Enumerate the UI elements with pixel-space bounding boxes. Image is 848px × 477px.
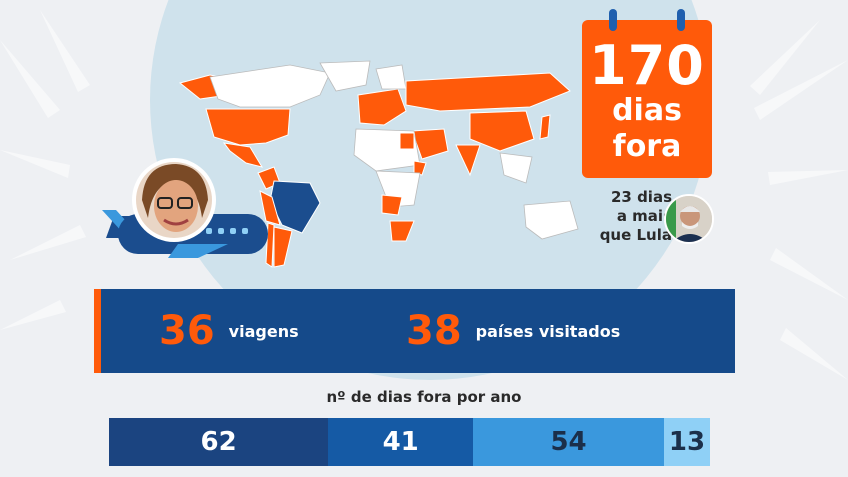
map-australia bbox=[523, 200, 579, 240]
map-japan bbox=[539, 114, 551, 140]
comparison-line-3: que Lula bbox=[599, 225, 672, 244]
comparison-note: 23 dias a mais que Lula bbox=[594, 188, 672, 244]
map-russia bbox=[405, 72, 571, 112]
map-greenland bbox=[319, 60, 371, 92]
yearly-days-bar: 62 41 54 13 bbox=[109, 418, 710, 466]
map-europe bbox=[357, 88, 407, 126]
map-south-africa bbox=[389, 220, 415, 242]
comparison-line-1: 23 dias bbox=[610, 188, 672, 206]
map-se-asia bbox=[499, 152, 533, 184]
calendar-ring-icon bbox=[677, 9, 685, 31]
countries-label: países visitados bbox=[475, 321, 621, 341]
year-segment: 41 bbox=[328, 418, 474, 466]
map-india bbox=[455, 144, 481, 177]
map-egypt bbox=[399, 132, 415, 150]
map-angola bbox=[381, 194, 403, 216]
days-away-calendar: 170 dias fora bbox=[582, 9, 712, 178]
year-segment: 54 bbox=[473, 418, 665, 466]
trips-stat: 36 viagens bbox=[159, 289, 299, 373]
trips-label: viagens bbox=[228, 321, 299, 341]
map-china bbox=[469, 110, 535, 152]
yearly-bar-title: nº de dias fora por ano bbox=[326, 388, 522, 406]
map-canada bbox=[209, 64, 331, 108]
countries-stat: 38 países visitados bbox=[406, 289, 620, 373]
map-peru bbox=[259, 190, 281, 226]
countries-count: 38 bbox=[406, 308, 462, 354]
year-segment: 13 bbox=[664, 418, 710, 466]
days-away-label-1: dias bbox=[612, 93, 682, 128]
lula-avatar bbox=[664, 194, 714, 244]
map-argentina bbox=[273, 226, 293, 268]
days-away-label-2: fora bbox=[612, 129, 682, 164]
days-away-number: 170 bbox=[589, 34, 705, 97]
map-ethiopia bbox=[413, 160, 427, 176]
map-middle-east bbox=[411, 128, 449, 160]
map-scandinavia bbox=[375, 64, 407, 90]
trip-stats-panel: 36 viagens 38 países visitados bbox=[94, 289, 735, 373]
world-map bbox=[178, 60, 579, 268]
trips-count: 36 bbox=[159, 308, 215, 354]
map-usa bbox=[205, 108, 291, 146]
calendar-ring-icon bbox=[609, 9, 617, 31]
comparison-line-2: a mais bbox=[616, 206, 672, 225]
airplane-icon bbox=[102, 158, 268, 258]
map-mexico bbox=[222, 142, 264, 168]
year-segment: 62 bbox=[109, 418, 329, 466]
